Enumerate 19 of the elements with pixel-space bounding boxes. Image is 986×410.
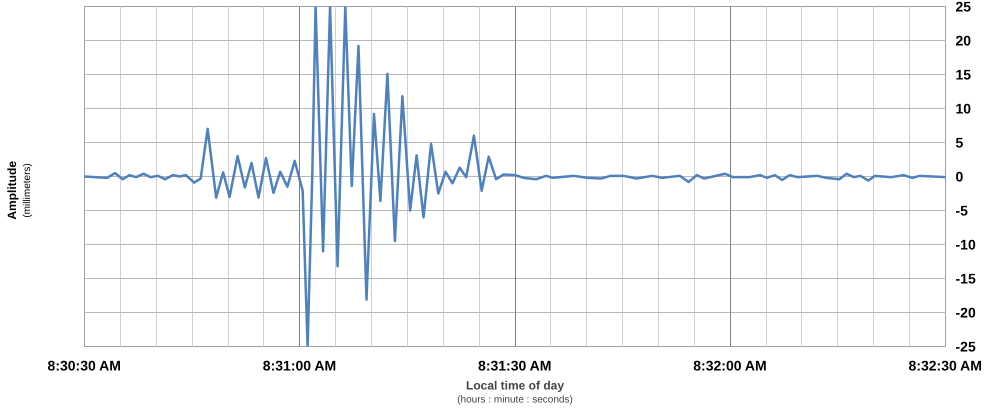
x-tick-label: 8:32:30 AM [908, 358, 982, 374]
y-axis-title: Amplitude (millimeters) [4, 160, 34, 220]
x-axis-title: Local time of day (hours : minute : seconds) [457, 378, 573, 406]
y-tick-label: 5 [956, 134, 964, 150]
y-tick-label: 25 [956, 0, 972, 14]
y-tick-label: -5 [956, 202, 968, 218]
line-series [84, 6, 946, 346]
y-tick-label: -20 [956, 304, 976, 320]
y-tick-label: 20 [956, 32, 972, 48]
y-tick-label: -25 [956, 338, 976, 354]
y-tick-label: -10 [956, 236, 976, 252]
y-tick-label: -15 [956, 270, 976, 286]
x-tick-label: 8:32:00 AM [693, 358, 767, 374]
x-tick-label: 8:31:00 AM [262, 358, 336, 374]
x-tick-label: 8:30:30 AM [48, 358, 121, 374]
x-tick-label: 8:31:30 AM [478, 358, 552, 374]
y-tick-label: 10 [956, 100, 972, 116]
y-tick-label: 0 [956, 168, 964, 184]
y-tick-label: 15 [956, 66, 972, 82]
